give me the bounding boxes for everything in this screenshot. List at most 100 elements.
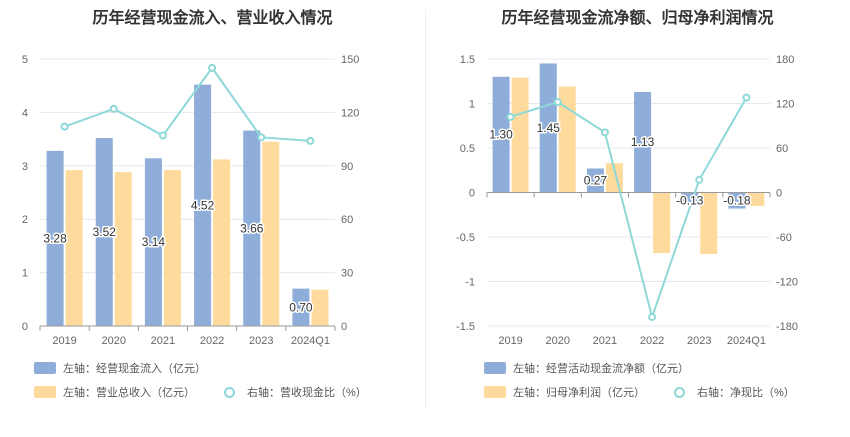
line-point bbox=[648, 313, 657, 322]
y-right-tick-label: 120 bbox=[341, 107, 359, 119]
bar-series-2 bbox=[163, 170, 181, 326]
data-label: 3.52 bbox=[93, 225, 117, 239]
line-point bbox=[742, 93, 751, 102]
y-right-tick-label: 30 bbox=[341, 268, 353, 280]
y-left-tick-label: -1.5 bbox=[456, 321, 475, 333]
legend-line-marker-icon bbox=[668, 386, 690, 398]
line-series-3 bbox=[64, 66, 311, 142]
y-right-tick-label: 180 bbox=[776, 54, 794, 66]
y-left-tick-label: 4 bbox=[22, 107, 28, 119]
chart-canvas: 0 1 2 3 4 5 0 30 60 90 120 150 2019 2020 2021 2022 2023 2… bbox=[22, 54, 359, 347]
y-left-tick-label: 3 bbox=[22, 161, 28, 173]
data-label: 1.13 bbox=[631, 135, 655, 149]
legend-label: 左轴：经营活动现金流净额（亿元） bbox=[513, 363, 689, 375]
legend-label: 左轴：经营现金流入（亿元） bbox=[63, 363, 206, 375]
line-point bbox=[109, 104, 118, 113]
y-left-tick-label: 2 bbox=[22, 214, 28, 226]
bar-series-1 bbox=[95, 138, 113, 326]
y-right-tick-label: 0 bbox=[341, 321, 347, 333]
chart-panel-net-cash: 历年经营现金流净额、归母净利润情况 -1.5 -1 -0.5 0 0.5 1 1.5 -180… bbox=[425, 0, 850, 437]
bar-series-1 bbox=[144, 158, 162, 326]
line-point bbox=[158, 131, 167, 140]
legend-label: 左轴：营业总收入（亿元） bbox=[63, 387, 195, 399]
chart-panel-cash-inflow: 历年经营现金流入、营业收入情况 0 1 2 3 4 5 0 30 60 90 120 150 2019 2… bbox=[22, 10, 367, 400]
bar-series-1 bbox=[634, 91, 652, 193]
legend-item-series-1[interactable]: 左轴：经营现金流入（亿元） bbox=[34, 360, 206, 376]
data-label: 3.28 bbox=[43, 231, 67, 245]
x-tick-label: 2022 bbox=[640, 335, 664, 347]
y-right-tick-label: 90 bbox=[341, 161, 353, 173]
bar-series-1 bbox=[539, 63, 557, 193]
x-tick-label: 2024Q1 bbox=[727, 335, 766, 347]
bar-series-2 bbox=[311, 289, 329, 326]
line-point bbox=[60, 122, 69, 131]
y-right-tick-label: -120 bbox=[776, 277, 798, 289]
data-label: 4.52 bbox=[191, 198, 215, 212]
x-tick-label: 2019 bbox=[498, 335, 522, 347]
line-point bbox=[257, 133, 266, 142]
y-right-tick-label: 0 bbox=[776, 188, 782, 200]
data-label: 3.14 bbox=[142, 235, 166, 249]
legend-item-series-3[interactable]: 右轴：营收现金比（%） bbox=[218, 384, 367, 400]
y-right-tick-label: -60 bbox=[776, 232, 792, 244]
line-point bbox=[208, 63, 217, 72]
panel-divider bbox=[425, 10, 426, 410]
y-right-tick-label: 150 bbox=[341, 54, 359, 66]
legend-label: 左轴：归母净利润（亿元） bbox=[513, 387, 645, 399]
data-label: 0.70 bbox=[289, 300, 313, 314]
x-tick-label: 2019 bbox=[52, 335, 76, 347]
x-tick-label: 2020 bbox=[546, 335, 570, 347]
bar-series-1 bbox=[681, 192, 699, 205]
bar-series-2 bbox=[213, 159, 231, 326]
y-right-tick-label: 60 bbox=[341, 214, 353, 226]
legend-swatch bbox=[34, 362, 56, 374]
data-label: 3.66 bbox=[240, 221, 264, 235]
bar-series-2 bbox=[558, 86, 576, 193]
y-left-tick-label: 1 bbox=[22, 268, 28, 280]
x-tick-label: 2020 bbox=[102, 335, 126, 347]
bar-series-2 bbox=[65, 170, 83, 326]
bar-series-1 bbox=[194, 84, 212, 326]
legend-swatch bbox=[34, 386, 56, 398]
y-left-tick-label: 1 bbox=[469, 99, 475, 111]
legend-item-series-2[interactable]: 左轴：归母净利润（亿元） bbox=[484, 384, 645, 400]
bar-series-1 bbox=[728, 192, 746, 209]
y-left-tick-label: -1 bbox=[465, 277, 475, 289]
bar-series-2 bbox=[700, 192, 718, 254]
bar-series-2 bbox=[511, 77, 529, 193]
data-label: 0.27 bbox=[584, 173, 608, 187]
bar-series-1 bbox=[492, 76, 510, 193]
line-point bbox=[695, 175, 704, 184]
y-left-tick-label: 0 bbox=[22, 321, 28, 333]
data-label: -0.13 bbox=[676, 194, 704, 208]
legend-label: 右轴：净现比（%） bbox=[697, 387, 795, 399]
y-left-tick-label: 0.5 bbox=[460, 143, 475, 155]
legend-swatch bbox=[484, 386, 506, 398]
legend-item-series-2[interactable]: 左轴：营业总收入（亿元） bbox=[34, 384, 195, 400]
legend-item-series-3[interactable]: 右轴：净现比（%） bbox=[668, 384, 795, 400]
x-tick-label: 2024Q1 bbox=[291, 335, 330, 347]
chart-title: 历年经营现金流净额、归母净利润情况 bbox=[501, 10, 774, 27]
data-label: -0.18 bbox=[723, 194, 751, 208]
y-right-tick-label: -180 bbox=[776, 321, 798, 333]
bar-series-1 bbox=[586, 168, 604, 193]
bar-series-1 bbox=[292, 288, 310, 326]
bar-series-1 bbox=[243, 130, 261, 326]
bar-series-2 bbox=[114, 172, 132, 326]
bar-series-2 bbox=[262, 141, 280, 326]
legend-label: 右轴：营收现金比（%） bbox=[247, 387, 367, 399]
chart-title: 历年经营现金流入、营业收入情况 bbox=[92, 10, 333, 27]
y-right-tick-label: 120 bbox=[776, 99, 794, 111]
y-left-tick-label: 5 bbox=[22, 54, 28, 66]
legend-item-series-1[interactable]: 左轴：经营活动现金流净额（亿元） bbox=[484, 360, 689, 376]
x-tick-label: 2023 bbox=[249, 335, 273, 347]
line-point bbox=[600, 128, 609, 137]
bar-series-1 bbox=[46, 150, 64, 326]
line-point bbox=[306, 136, 315, 145]
line-series-3 bbox=[510, 97, 748, 321]
data-label: 1.30 bbox=[489, 128, 513, 142]
data-label: 1.45 bbox=[537, 121, 561, 135]
bar-series-2 bbox=[653, 192, 671, 254]
y-left-tick-label: -0.5 bbox=[456, 232, 475, 244]
x-tick-label: 2023 bbox=[687, 335, 711, 347]
